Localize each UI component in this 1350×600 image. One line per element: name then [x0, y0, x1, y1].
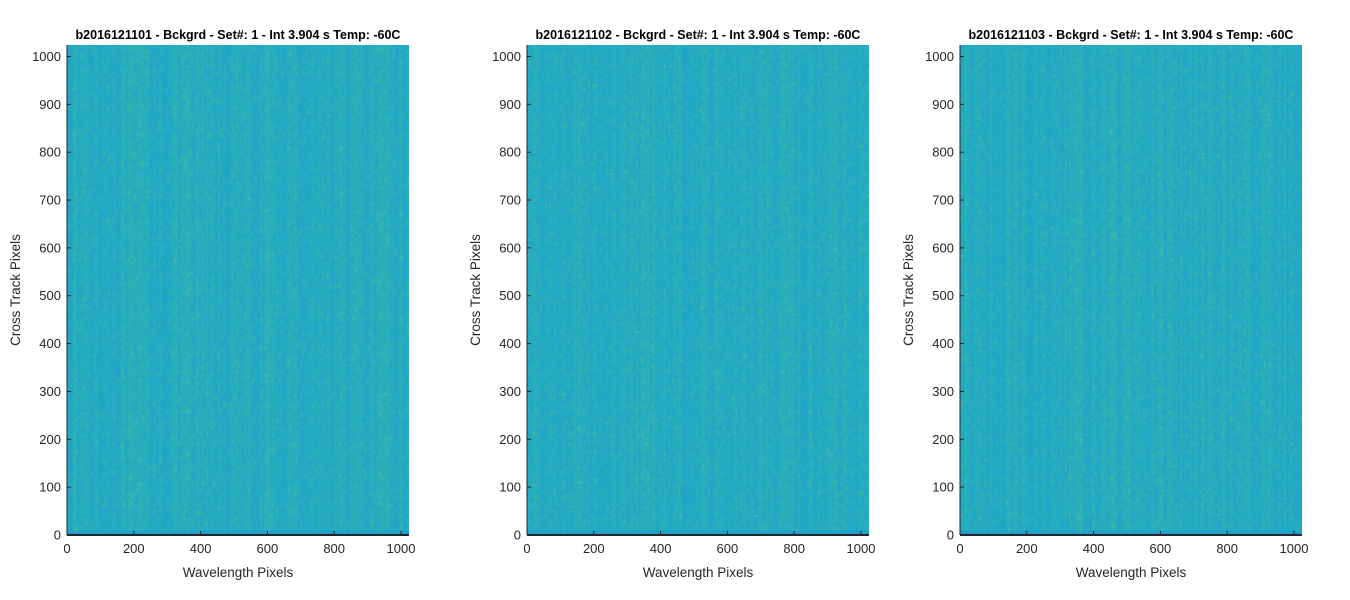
heatmap-image — [67, 45, 409, 535]
y-tick-label: 100 — [39, 480, 61, 495]
x-axis-label: Wavelength Pixels — [1076, 565, 1187, 580]
chart-title: b2016121103 - Bckgrd - Set#: 1 - Int 3.9… — [969, 28, 1294, 42]
y-tick-label: 600 — [39, 240, 61, 255]
heatmap-image — [960, 45, 1302, 535]
y-tick-label: 0 — [54, 528, 61, 543]
y-tick-label: 300 — [39, 384, 61, 399]
chart-panel-3: b2016121103 - Bckgrd - Set#: 1 - Int 3.9… — [901, 28, 1308, 580]
chart-title: b2016121102 - Bckgrd - Set#: 1 - Int 3.9… — [536, 28, 861, 42]
x-tick-label: 400 — [1083, 541, 1105, 556]
y-tick-label: 900 — [39, 97, 61, 112]
chart-panel-1: b2016121101 - Bckgrd - Set#: 1 - Int 3.9… — [8, 28, 415, 580]
y-tick-label: 0 — [947, 528, 954, 543]
chart-title: b2016121101 - Bckgrd - Set#: 1 - Int 3.9… — [76, 28, 401, 42]
x-axis-label: Wavelength Pixels — [643, 565, 754, 580]
x-tick-label: 800 — [323, 541, 345, 556]
y-tick-label: 400 — [39, 336, 61, 351]
x-tick-label: 800 — [783, 541, 805, 556]
y-tick-label: 500 — [932, 288, 954, 303]
y-tick-label: 200 — [499, 432, 521, 447]
y-tick-label: 700 — [499, 193, 521, 208]
x-tick-label: 0 — [523, 541, 530, 556]
y-tick-label: 800 — [499, 145, 521, 160]
y-tick-label: 600 — [932, 240, 954, 255]
chart-panel-2: b2016121102 - Bckgrd - Set#: 1 - Int 3.9… — [468, 28, 875, 580]
x-tick-label: 200 — [583, 541, 605, 556]
x-tick-label: 200 — [1016, 541, 1038, 556]
y-tick-label: 300 — [499, 384, 521, 399]
y-tick-label: 0 — [514, 528, 521, 543]
y-tick-label: 1000 — [32, 49, 61, 64]
x-tick-label: 400 — [190, 541, 212, 556]
x-tick-label: 400 — [650, 541, 672, 556]
y-tick-label: 800 — [932, 145, 954, 160]
x-tick-label: 200 — [123, 541, 145, 556]
y-tick-label: 200 — [39, 432, 61, 447]
y-axis-label: Cross Track Pixels — [8, 234, 23, 346]
y-tick-label: 400 — [932, 336, 954, 351]
x-tick-label: 600 — [257, 541, 279, 556]
x-tick-label: 1000 — [387, 541, 416, 556]
y-tick-label: 1000 — [492, 49, 521, 64]
y-tick-label: 300 — [932, 384, 954, 399]
y-tick-label: 700 — [932, 193, 954, 208]
y-tick-label: 100 — [932, 480, 954, 495]
x-tick-label: 600 — [717, 541, 739, 556]
x-tick-label: 1000 — [847, 541, 876, 556]
y-tick-label: 800 — [39, 145, 61, 160]
y-tick-label: 400 — [499, 336, 521, 351]
y-tick-label: 500 — [499, 288, 521, 303]
y-tick-label: 600 — [499, 240, 521, 255]
y-tick-label: 900 — [932, 97, 954, 112]
heatmap-image — [527, 45, 869, 535]
y-tick-label: 1000 — [925, 49, 954, 64]
x-tick-label: 0 — [63, 541, 70, 556]
x-axis-label: Wavelength Pixels — [183, 565, 294, 580]
x-tick-label: 600 — [1150, 541, 1172, 556]
y-tick-label: 900 — [499, 97, 521, 112]
y-tick-label: 100 — [499, 480, 521, 495]
y-tick-label: 500 — [39, 288, 61, 303]
y-axis-label: Cross Track Pixels — [468, 234, 483, 346]
y-axis-label: Cross Track Pixels — [901, 234, 916, 346]
y-tick-label: 700 — [39, 193, 61, 208]
x-tick-label: 800 — [1216, 541, 1238, 556]
x-tick-label: 1000 — [1280, 541, 1309, 556]
y-tick-label: 200 — [932, 432, 954, 447]
x-tick-label: 0 — [956, 541, 963, 556]
